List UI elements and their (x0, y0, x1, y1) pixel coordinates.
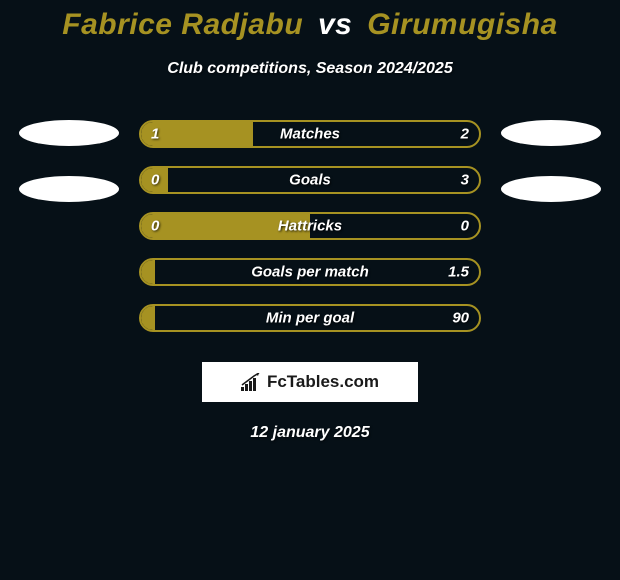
stat-bars: 1 Matches 2 0 Goals 3 0 Hattricks 0 Goals per mat… (139, 120, 481, 332)
fctables-logo-icon (241, 373, 263, 391)
stat-row: 0 Hattricks 0 (139, 212, 481, 240)
player2-name: Girumugisha (367, 8, 558, 41)
stat-label: Hattricks (278, 218, 342, 235)
stat-label: Min per goal (266, 310, 354, 327)
stat-fill (141, 260, 155, 284)
player1-club-badge (19, 120, 119, 146)
stat-value-left: 0 (151, 218, 159, 235)
stat-row: Goals per match 1.5 (139, 258, 481, 286)
stat-row: Min per goal 90 (139, 304, 481, 332)
player2-club-badge (501, 120, 601, 146)
stat-row: 0 Goals 3 (139, 166, 481, 194)
stat-fill (141, 306, 155, 330)
left-badge-column (13, 120, 125, 202)
brand-label: FcTables.com (267, 372, 379, 392)
stat-value-right: 2 (461, 126, 469, 143)
comparison-content: 1 Matches 2 0 Goals 3 0 Hattricks 0 Goals per mat… (0, 120, 620, 332)
date-label: 12 january 2025 (0, 424, 620, 442)
stat-label: Matches (280, 126, 340, 143)
player2-country-badge (501, 176, 601, 202)
stat-value-right: 3 (461, 172, 469, 189)
stat-label: Goals per match (251, 264, 369, 281)
vs-text: vs (318, 8, 352, 41)
stat-value-right: 90 (452, 310, 469, 327)
stat-value-right: 0 (461, 218, 469, 235)
stat-row: 1 Matches 2 (139, 120, 481, 148)
stat-label: Goals (289, 172, 331, 189)
subtitle: Club competitions, Season 2024/2025 (0, 60, 620, 78)
stat-value-left: 0 (151, 172, 159, 189)
right-badge-column (495, 120, 607, 202)
stat-value-left: 1 (151, 126, 159, 143)
brand-box: FcTables.com (202, 362, 418, 402)
comparison-title: Fabrice Radjabu vs Girumugisha (0, 0, 620, 42)
player1-name: Fabrice Radjabu (62, 8, 303, 41)
player1-country-badge (19, 176, 119, 202)
stat-value-right: 1.5 (448, 264, 469, 281)
